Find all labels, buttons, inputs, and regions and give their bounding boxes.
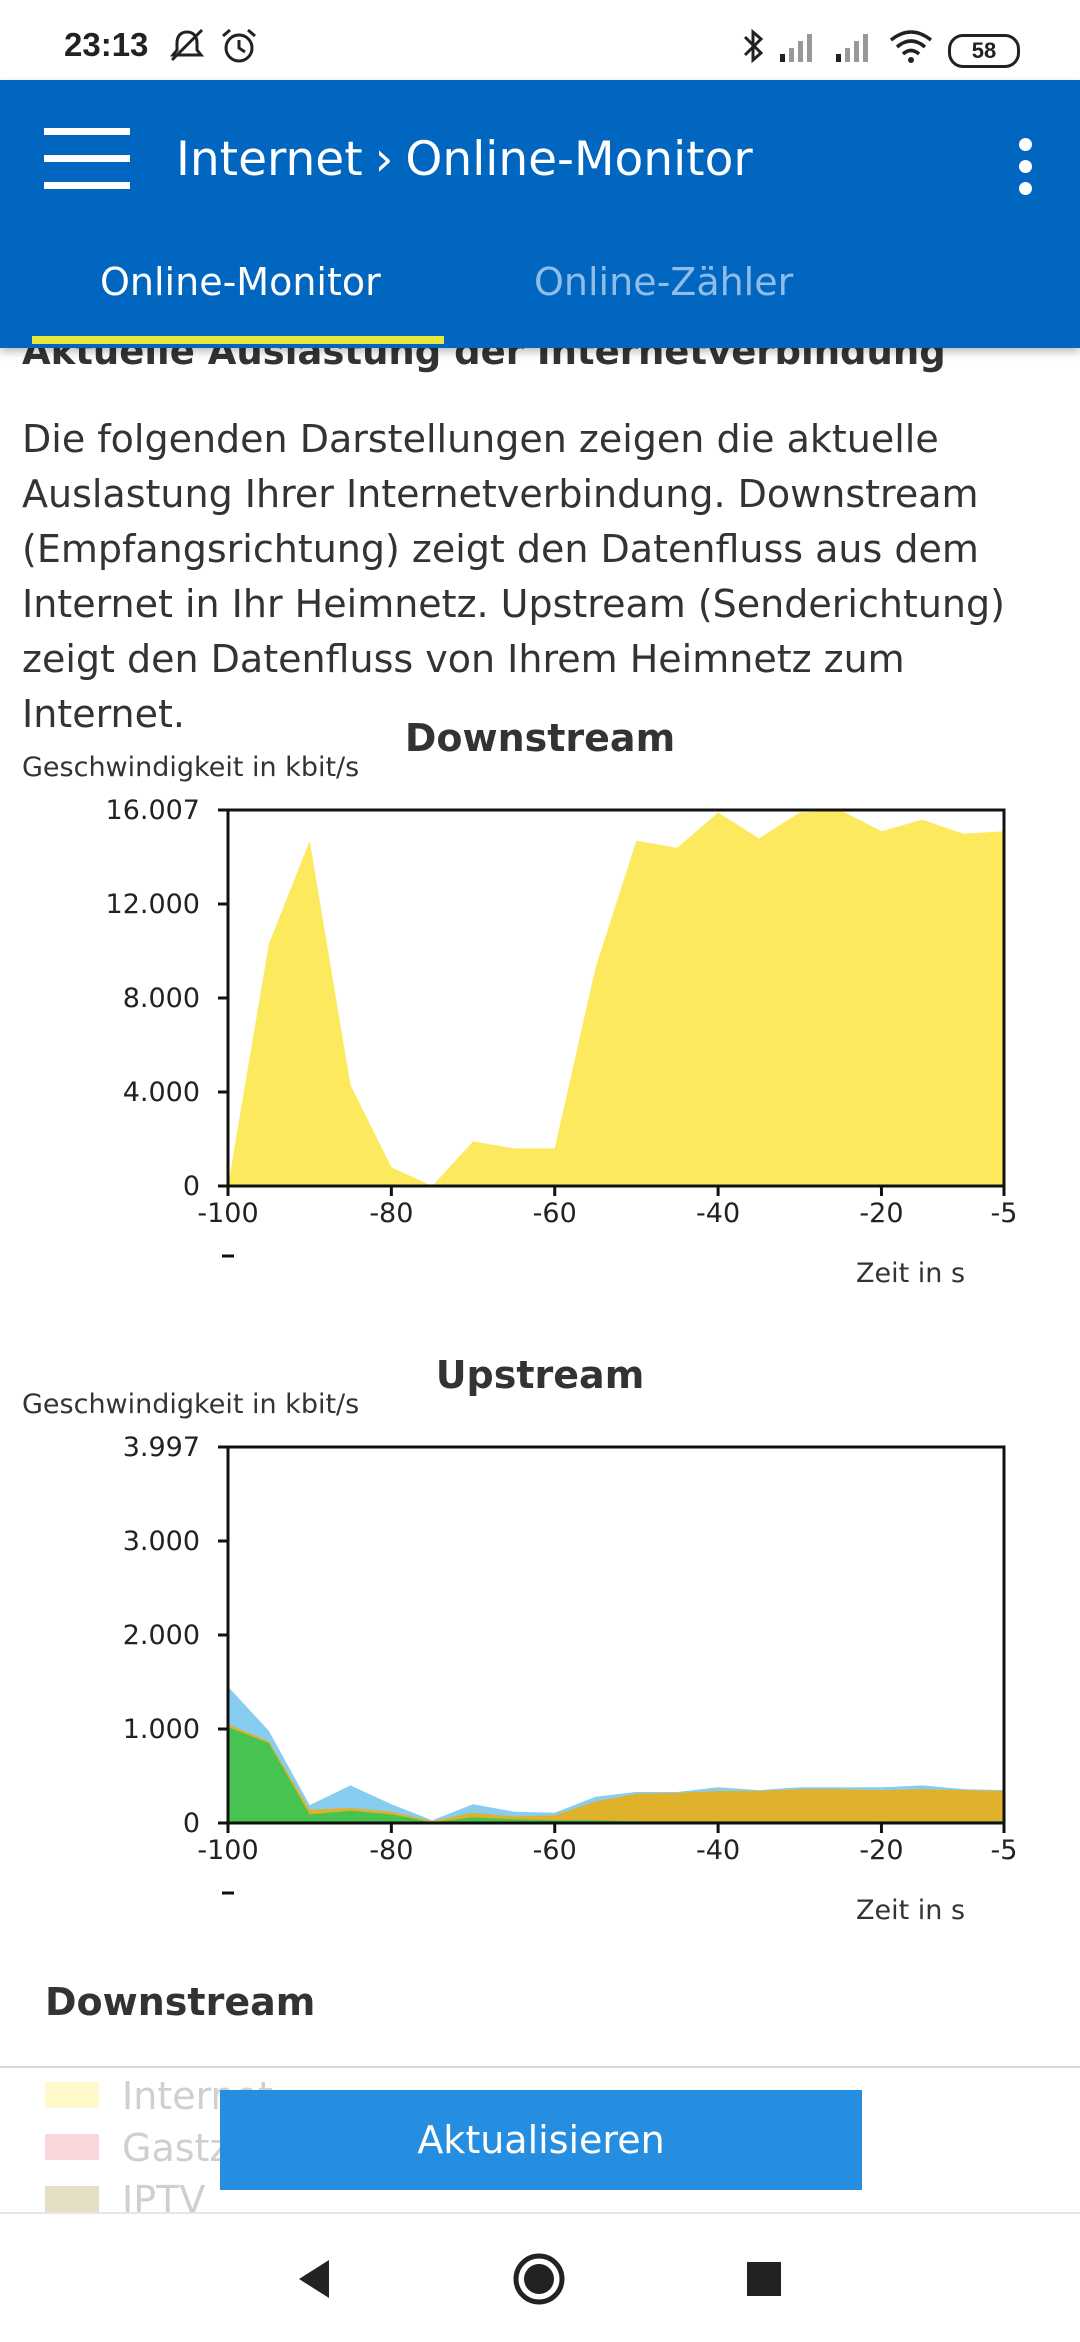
intro-text: Die folgenden Darstellungen zeigen die a… <box>22 412 1062 742</box>
system-nav-bar <box>0 2212 1080 2342</box>
hamburger-icon-line <box>44 155 130 162</box>
x-tick-label: -80 <box>369 1198 413 1229</box>
legend-title: Downstream <box>45 1980 315 2024</box>
y-tick-label: 3.000 <box>123 1526 200 1557</box>
downstream-chart: 04.0008.00012.00016.007-100-80-60-40-20-… <box>0 790 1080 1290</box>
signal-icon <box>778 28 820 64</box>
y-tick-label: 4.000 <box>123 1077 200 1108</box>
breadcrumb-current: Online-Monitor <box>405 132 752 187</box>
upstream-y-axis-label: Geschwindigkeit in kbit/s <box>22 1389 359 1420</box>
legend-swatch <box>45 2082 99 2108</box>
bluetooth-icon <box>742 28 766 64</box>
refresh-button[interactable]: Aktualisieren <box>220 2090 862 2190</box>
signal-icon <box>834 28 876 64</box>
legend-label: Gastz <box>122 2126 229 2170</box>
more-vert-icon-dot <box>1019 160 1032 173</box>
x-tick-label: -40 <box>696 1835 740 1866</box>
mute-icon <box>168 28 206 62</box>
y-tick-label: 1.000 <box>123 1714 200 1745</box>
x-tick-label: -100 <box>197 1198 258 1229</box>
hamburger-icon <box>44 128 130 135</box>
downstream-x-axis-label: Zeit in s <box>856 1258 965 1289</box>
legend-swatch <box>45 2186 99 2212</box>
downstream-y-axis-label: Geschwindigkeit in kbit/s <box>22 752 359 783</box>
x-tick-label: -20 <box>859 1835 903 1866</box>
plot-frame <box>228 1447 1004 1823</box>
x-tick-label: -5 <box>991 1198 1018 1229</box>
y-tick-label: 8.000 <box>123 983 200 1014</box>
breadcrumb-parent[interactable]: Internet <box>176 132 363 187</box>
more-vert-icon-dot <box>1019 182 1032 195</box>
x-tick-label: -80 <box>369 1835 413 1866</box>
breadcrumb: Internet›Online-Monitor <box>176 132 753 187</box>
tab-online-monitor[interactable]: Online-Monitor <box>100 260 381 304</box>
status-bar: 23:13 58 <box>0 0 1080 80</box>
x-tick-label: -100 <box>197 1835 258 1866</box>
app-bar: Internet›Online-Monitor Online-Monitor O… <box>0 80 1080 348</box>
x-tick-label: -60 <box>533 1198 577 1229</box>
active-tab-indicator <box>32 336 444 344</box>
alarm-icon <box>220 28 258 64</box>
divider <box>0 2066 1080 2068</box>
menu-button[interactable] <box>40 128 132 200</box>
hamburger-icon-line <box>44 182 130 189</box>
back-icon[interactable] <box>279 2244 349 2314</box>
upstream-x-axis-label: Zeit in s <box>856 1895 965 1926</box>
x-tick-label: -40 <box>696 1198 740 1229</box>
status-time: 23:13 <box>64 26 148 64</box>
y-tick-label: 12.000 <box>106 889 200 920</box>
series-area-0 <box>228 810 1004 1186</box>
home-icon[interactable] <box>504 2244 574 2314</box>
more-vert-icon <box>1019 138 1032 151</box>
x-tick-label: -60 <box>533 1835 577 1866</box>
x-tick-label: -20 <box>859 1198 903 1229</box>
y-tick-label: 3.997 <box>123 1432 200 1463</box>
y-tick-label: 2.000 <box>123 1620 200 1651</box>
tab-online-zaehler[interactable]: Online-Zähler <box>534 260 793 304</box>
legend-swatch <box>45 2134 99 2160</box>
more-options-button[interactable] <box>1010 138 1040 198</box>
breadcrumb-separator: › <box>375 132 394 187</box>
recents-icon[interactable] <box>729 2244 799 2314</box>
wifi-icon <box>888 28 934 64</box>
x-tick-label: -5 <box>991 1835 1018 1866</box>
y-tick-label: 16.007 <box>106 795 200 826</box>
battery-indicator: 58 <box>948 34 1020 68</box>
